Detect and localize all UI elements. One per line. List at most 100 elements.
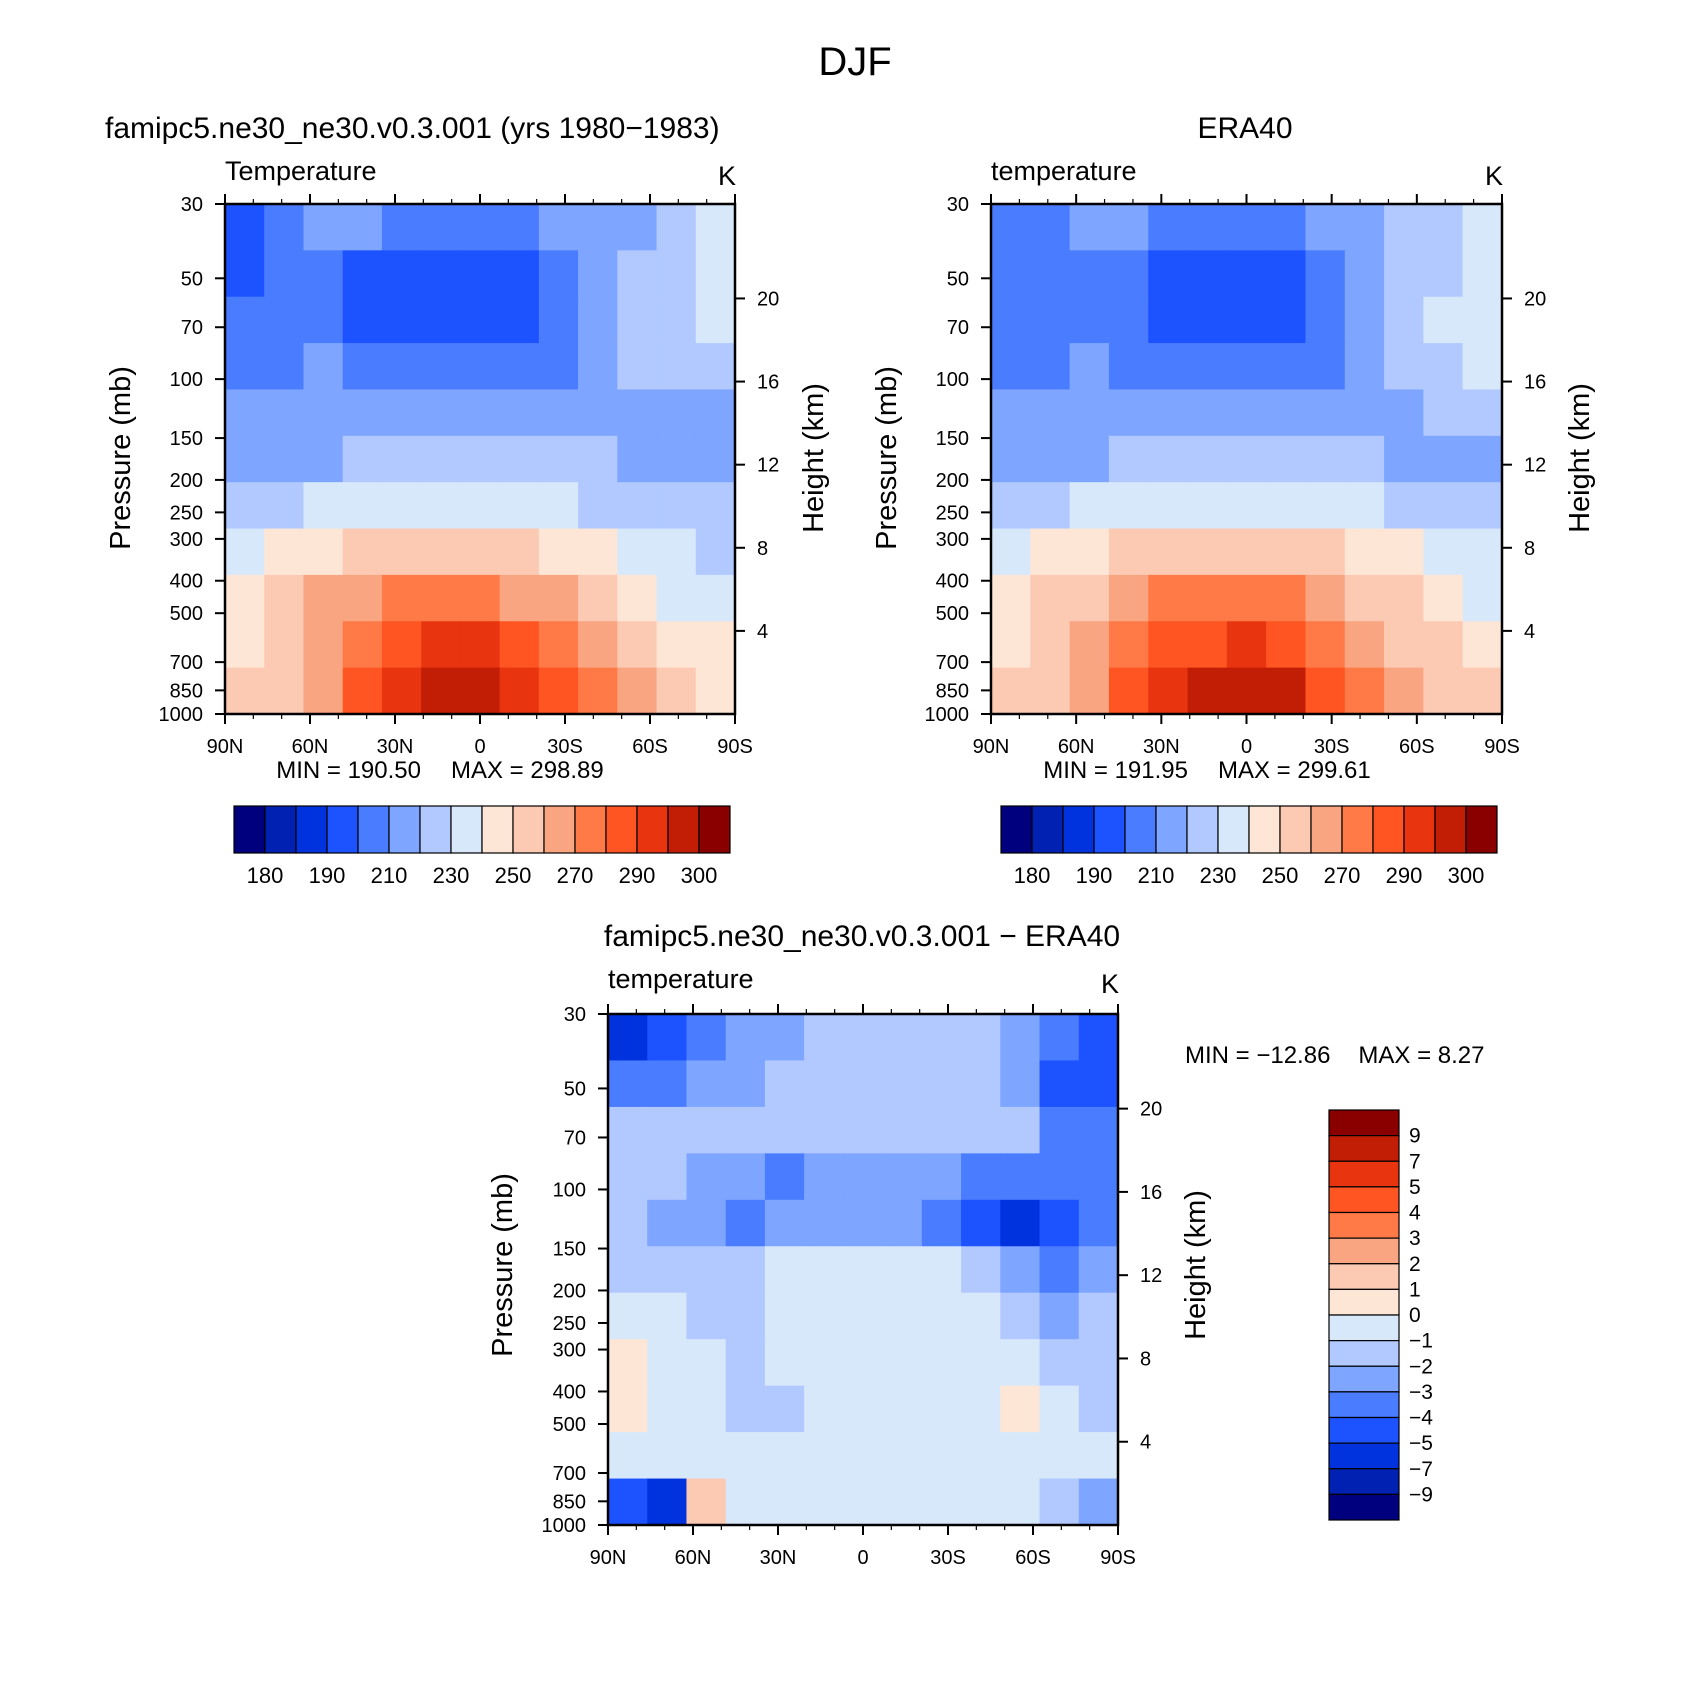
- contour-cell: [1078, 1339, 1119, 1387]
- contour-cell: [1108, 204, 1149, 251]
- colorbar: 180 190 210 230 250 270 290 300: [1000, 805, 1498, 888]
- contour-cell: [1108, 435, 1149, 483]
- contour-cell: [764, 1106, 805, 1154]
- contour-cell: [1266, 204, 1307, 251]
- contour-cell: [1226, 204, 1267, 251]
- contour-cell: [1344, 482, 1385, 530]
- x-tick-label: 30N: [760, 1547, 797, 1569]
- contour-cell: [608, 1246, 648, 1294]
- colorbar-label: −1: [1409, 1330, 1433, 1353]
- contour-cell: [725, 1060, 766, 1108]
- contour-cell: [381, 250, 422, 298]
- y2-tick-label: 4: [1524, 621, 1535, 643]
- contour-cell: [686, 1153, 727, 1201]
- contour-cell: [1344, 389, 1385, 437]
- contour-cell: [617, 482, 658, 530]
- contour-cell: [991, 574, 1031, 622]
- contour-cell: [499, 250, 540, 298]
- contour-cell: [578, 343, 618, 391]
- contour-cell: [1462, 343, 1503, 391]
- contour-cell: [764, 1199, 805, 1247]
- x-tick-label: 90N: [973, 736, 1010, 758]
- y-tick-label: 400: [553, 1381, 586, 1403]
- x-tick-label: 30N: [377, 736, 414, 758]
- contour-cell: [1108, 528, 1149, 576]
- colorbar-swatch: [357, 805, 390, 854]
- colorbar-label: 180: [247, 863, 284, 888]
- colorbar-label: 1: [1409, 1278, 1421, 1301]
- contour-cell: [1039, 1339, 1080, 1387]
- contour-cell: [1030, 389, 1071, 437]
- colorbar-swatch: [574, 805, 607, 854]
- contour-cell: [1000, 1339, 1041, 1387]
- contour-cell: [617, 389, 658, 437]
- x-tick-label: 0: [857, 1547, 868, 1569]
- y-tick-label: 300: [936, 529, 969, 551]
- contour-cell: [1384, 667, 1424, 715]
- colorbar-label: −5: [1409, 1432, 1433, 1455]
- contour-cell: [538, 343, 579, 391]
- contour-cell: [725, 1153, 766, 1201]
- colorbar-swatch: [636, 805, 669, 854]
- contour-cell: [686, 1060, 727, 1108]
- y-tick-label: 700: [553, 1463, 586, 1485]
- contour-cell: [686, 1014, 727, 1062]
- contour-cell: [764, 1385, 805, 1433]
- contour-cell: [882, 1292, 923, 1340]
- colorbar-swatch: [1093, 805, 1126, 854]
- y-axis-title: Pressure (mb): [487, 1173, 519, 1357]
- contour-cell: [1187, 435, 1228, 483]
- contour-cell: [991, 389, 1031, 437]
- colorbar-label: 300: [1448, 863, 1485, 888]
- contour-cell: [695, 528, 736, 576]
- contour-cell: [1069, 574, 1110, 622]
- contour-cell: [1305, 250, 1346, 298]
- colorbar-swatch: [1279, 805, 1312, 854]
- contour-cell: [1039, 1153, 1080, 1201]
- contour-cell: [578, 621, 618, 669]
- contour-cell: [1344, 528, 1385, 576]
- contour-cell: [225, 482, 265, 530]
- contour-cell: [342, 574, 383, 622]
- y-tick-label: 500: [553, 1414, 586, 1436]
- contour-cell: [1030, 204, 1071, 251]
- contour-cell: [725, 1106, 766, 1154]
- contour-cell: [1078, 1153, 1119, 1201]
- colorbar-swatch: [1328, 1314, 1400, 1342]
- contour-cell: [1305, 621, 1346, 669]
- x-tick-label: 60S: [632, 736, 668, 758]
- colorbar-swatch: [1217, 805, 1250, 854]
- contour-cell: [804, 1199, 844, 1247]
- contour-cell: [342, 389, 383, 437]
- contour-cell: [264, 528, 305, 576]
- contour-cell: [1069, 250, 1110, 298]
- contour-cell: [1305, 528, 1346, 576]
- contour-cell: [1187, 343, 1228, 391]
- contour-cell: [499, 667, 540, 715]
- contour-cell: [225, 667, 265, 715]
- contour-cell: [460, 343, 501, 391]
- y-tick-label: 30: [181, 194, 203, 216]
- contour-plot-area: 90N 60N 30N 0 30S 60S 90S 30 50 70 100 150 200 250 300…: [542, 1004, 1162, 1569]
- colorbar-label: 270: [557, 863, 594, 888]
- x-tick-label: 0: [1241, 736, 1252, 758]
- contour-cell: [460, 296, 501, 344]
- y-tick-label: 850: [553, 1491, 586, 1513]
- contour-cell: [1000, 1153, 1041, 1201]
- contour-cell: [381, 528, 422, 576]
- y-tick-label: 250: [936, 502, 969, 524]
- contour-cell: [882, 1106, 923, 1154]
- contour-cell: [1266, 250, 1307, 298]
- colorbar-label: 290: [619, 863, 656, 888]
- contour-cell: [264, 667, 305, 715]
- x-tick-label: 60N: [292, 736, 329, 758]
- contour-cell: [991, 528, 1031, 576]
- contour-cell: [381, 621, 422, 669]
- contour-cell: [695, 204, 736, 251]
- contour-cell: [1423, 204, 1464, 251]
- colorbar-swatch: [1248, 805, 1281, 854]
- x-tick-label: 30S: [547, 736, 583, 758]
- colorbar-swatch: [1328, 1493, 1400, 1521]
- x-tick-label: 60N: [675, 1547, 712, 1569]
- contour-cell: [303, 389, 344, 437]
